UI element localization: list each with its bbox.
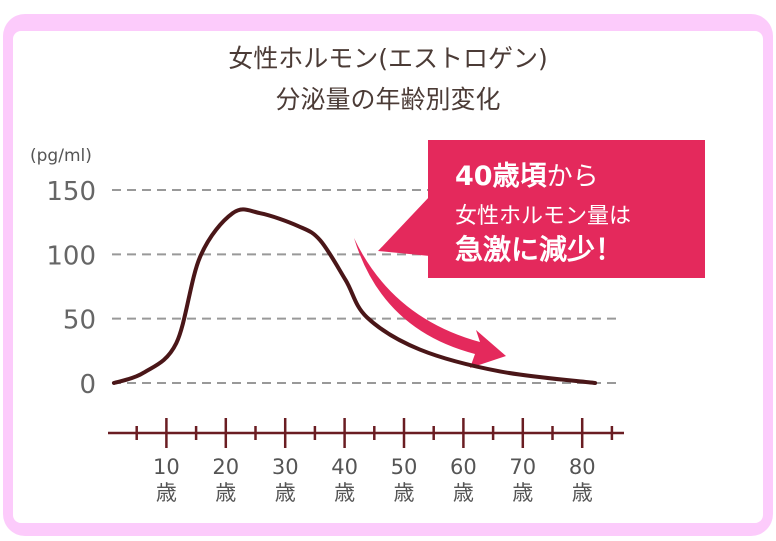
callout-age: 40歳頃 xyxy=(455,161,547,192)
x-tick-unit: 歳 xyxy=(334,481,355,505)
estrogen-curve xyxy=(111,207,598,385)
y-tick-label: 100 xyxy=(46,241,96,271)
callout-line-3: 急激に減少！ xyxy=(455,233,624,266)
callout-line-2: 女性ホルモン量は xyxy=(455,204,632,229)
callout-kara: から xyxy=(546,162,599,192)
x-tick-label: 50 xyxy=(391,455,418,479)
x-tick-unit: 歳 xyxy=(512,481,533,505)
y-tick-label: 0 xyxy=(79,370,96,400)
decline-arrow xyxy=(354,238,506,368)
x-tick-unit: 歳 xyxy=(394,481,415,505)
x-tick-label: 80 xyxy=(569,455,596,479)
title-line-2: 分泌量の年齢別変化 xyxy=(275,85,501,114)
x-tick-label: 40 xyxy=(331,455,358,479)
x-tick-label: 30 xyxy=(272,455,299,479)
x-tick-unit: 歳 xyxy=(215,481,236,505)
x-tick-unit: 歳 xyxy=(156,481,177,505)
x-tick-label: 20 xyxy=(212,455,239,479)
callout-box: 40歳頃から 女性ホルモン量は 急激に減少！ xyxy=(428,140,705,278)
x-tick-label: 60 xyxy=(450,455,477,479)
x-tick-unit: 歳 xyxy=(572,481,593,505)
chart-title: 女性ホルモン(エストロゲン) 分泌量の年齢別変化 xyxy=(0,38,776,120)
x-tick-unit: 歳 xyxy=(275,481,296,505)
y-axis-unit: (pg/ml) xyxy=(30,146,92,166)
x-tick-label: 10 xyxy=(153,455,180,479)
title-line-1: 女性ホルモン(エストロゲン) xyxy=(228,44,548,73)
callout-pointer xyxy=(378,196,430,256)
callout-line-1: 40歳頃から xyxy=(455,154,599,193)
y-tick-label: 150 xyxy=(46,177,96,207)
x-tick-label: 70 xyxy=(509,455,536,479)
y-tick-label: 50 xyxy=(63,306,96,336)
x-tick-unit: 歳 xyxy=(453,481,474,505)
